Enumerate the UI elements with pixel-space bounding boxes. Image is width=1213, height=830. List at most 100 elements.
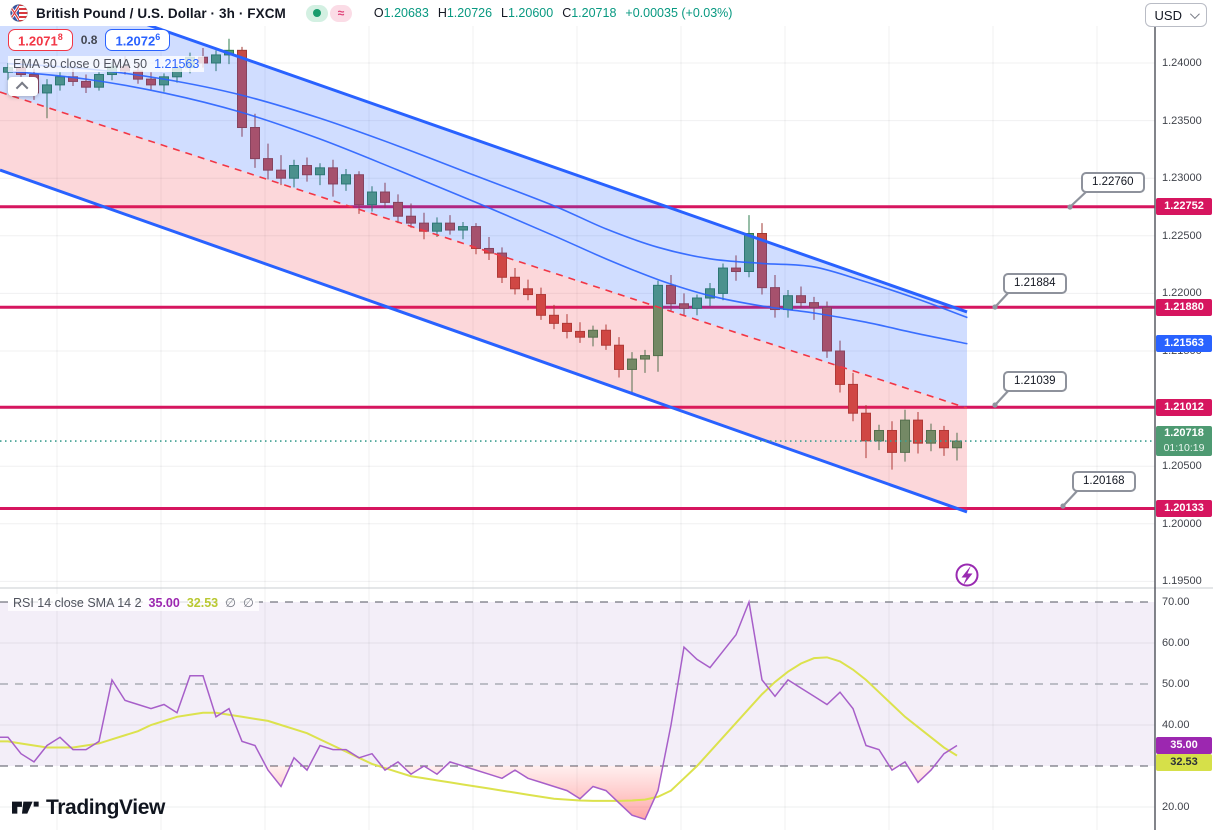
candle xyxy=(666,284,676,305)
price-badge: 1.21012 xyxy=(1156,398,1212,416)
callout-anchor-dot[interactable] xyxy=(992,402,998,408)
order-panel: 1.20718 0.8 1.20726 xyxy=(8,29,171,52)
candle xyxy=(731,267,741,273)
candle xyxy=(744,232,754,273)
approx-icon: ≈ xyxy=(337,6,345,20)
candle xyxy=(341,174,351,185)
candle xyxy=(432,222,442,232)
candle xyxy=(822,306,832,352)
candle xyxy=(549,314,559,324)
rsi-oversold-fill xyxy=(265,766,291,787)
lightning-icon[interactable] xyxy=(955,563,979,587)
candle xyxy=(588,329,598,338)
candle xyxy=(328,167,338,185)
rsi-indicator-legend[interactable]: RSI 14 close SMA 14 2 35.00 32.53 ∅ ∅ xyxy=(8,594,259,611)
candle xyxy=(913,419,923,444)
price-badge: 1.20133 xyxy=(1156,499,1212,517)
tradingview-brand-text: TradingView xyxy=(46,796,165,819)
price-axis-tick: 1.23000 xyxy=(1162,172,1202,185)
candle xyxy=(705,288,715,299)
candle xyxy=(354,174,364,206)
candle xyxy=(146,78,156,86)
candle xyxy=(601,329,611,346)
price-badge: 1.22752 xyxy=(1156,198,1212,216)
candle xyxy=(523,288,533,296)
candle xyxy=(367,191,377,206)
price-badge: 1.21880 xyxy=(1156,298,1212,316)
channel-upper-fill xyxy=(0,0,967,409)
price-badge: 1.21563 xyxy=(1156,335,1212,353)
candle xyxy=(796,295,806,304)
rsi-oversold-fill xyxy=(402,766,424,775)
channel-lower-line[interactable] xyxy=(0,168,968,514)
callout-anchor-dot[interactable] xyxy=(1060,503,1066,509)
candle xyxy=(81,80,91,88)
empty-set-icon: ∅ xyxy=(225,596,236,610)
price-badge: 1.20718 01:10:19 xyxy=(1156,426,1212,457)
rsi-axis-tick: 20.00 xyxy=(1162,801,1190,813)
candle xyxy=(315,167,325,176)
tradingview-logo-icon xyxy=(12,801,39,814)
empty-set-icon: ∅ xyxy=(243,596,254,610)
chart-toolbar: British Pound / U.S. Dollar · 3h · FXCM … xyxy=(0,0,1160,26)
candle xyxy=(211,54,221,64)
price-callout-label[interactable]: 1.22760 xyxy=(1081,172,1145,193)
price-callout-label[interactable]: 1.20168 xyxy=(1072,471,1136,492)
candle xyxy=(926,429,936,444)
buy-button[interactable]: 1.20726 xyxy=(105,29,171,52)
open-value: 1.20683 xyxy=(383,6,429,20)
tradingview-watermark[interactable]: TradingView xyxy=(12,796,165,820)
close-value: 1.20718 xyxy=(571,6,617,20)
market-status-button[interactable] xyxy=(305,4,328,22)
channel-lower-fill xyxy=(0,92,967,512)
rsi-axis-tick: 70.00 xyxy=(1162,596,1190,608)
candle xyxy=(575,330,585,338)
collapse-panel-button[interactable] xyxy=(8,77,38,96)
market-open-dot-icon xyxy=(312,9,321,17)
candle xyxy=(848,383,858,414)
candle xyxy=(679,303,689,309)
rsi-sma-line xyxy=(0,656,958,802)
callout-anchor-dot[interactable] xyxy=(992,304,998,310)
candle xyxy=(302,165,312,176)
candle xyxy=(380,191,390,203)
candle xyxy=(393,201,403,217)
ema-legend-value: 1.21563 xyxy=(154,57,200,71)
candle xyxy=(939,429,949,449)
price-axis-tick: 1.22000 xyxy=(1162,287,1202,300)
symbol-title[interactable]: British Pound / U.S. Dollar · 3h · FXCM xyxy=(36,5,286,21)
rsi-badge: 32.53 xyxy=(1156,753,1212,771)
ema-line xyxy=(7,70,968,345)
candle xyxy=(536,294,546,316)
price-callout-label[interactable]: 1.21884 xyxy=(1003,273,1067,294)
candle xyxy=(237,49,247,129)
sell-button[interactable]: 1.20718 xyxy=(8,29,73,52)
low-value: 1.20600 xyxy=(508,6,554,20)
currency-selector[interactable]: USD xyxy=(1144,3,1207,27)
candle xyxy=(952,440,962,449)
rsi-legend-label: RSI 14 close SMA 14 2 xyxy=(13,595,142,610)
rsi-oversold-fill xyxy=(463,766,663,820)
price-callout-label[interactable]: 1.21039 xyxy=(1003,371,1067,392)
chevron-up-icon xyxy=(15,81,28,95)
candle xyxy=(510,276,520,290)
price-axis-tick: 1.24000 xyxy=(1162,57,1202,69)
price-axis-tick: 1.20500 xyxy=(1162,460,1202,473)
rsi-oversold-fill xyxy=(907,766,935,783)
callout-anchor-dot[interactable] xyxy=(1067,204,1073,210)
ema-indicator-legend[interactable]: EMA 50 close 0 EMA 50 1.21563 xyxy=(8,56,205,72)
candle xyxy=(692,297,702,309)
rsi-oversold-fill xyxy=(424,766,446,775)
countdown-timer: 01:10:19 xyxy=(1163,442,1205,455)
rsi-line xyxy=(0,599,958,821)
candle xyxy=(627,358,637,370)
delayed-data-button[interactable]: ≈ xyxy=(329,4,352,22)
candle xyxy=(640,355,650,360)
currency-label: USD xyxy=(1154,7,1182,23)
candle xyxy=(900,419,910,453)
channel-middle-line[interactable] xyxy=(0,91,968,409)
rsi-badge: 35.00 xyxy=(1156,737,1212,754)
rsi-axis-tick: 50.00 xyxy=(1162,678,1190,690)
